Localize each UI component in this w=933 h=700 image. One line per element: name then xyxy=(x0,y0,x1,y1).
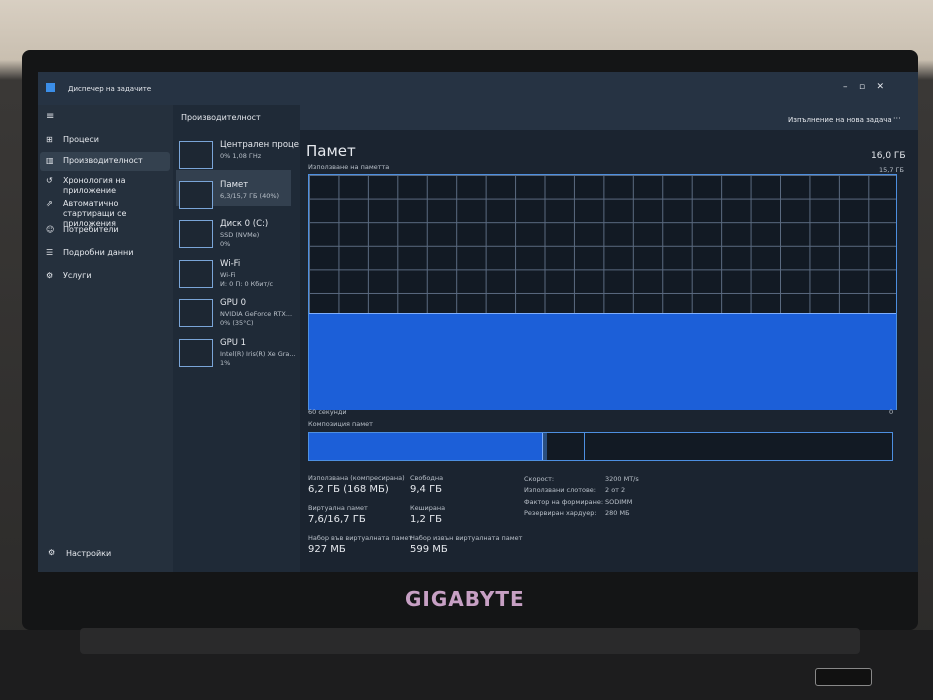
spec-label: Използвани слотове: xyxy=(524,486,596,495)
stat-value: 599 МБ xyxy=(410,544,448,555)
stat-label: Набор във виртуалната памет xyxy=(308,534,413,542)
brand: GIGABYTE xyxy=(405,587,525,611)
device-thumbnail xyxy=(179,180,213,209)
nav-icon: ☺ xyxy=(46,225,55,234)
nav-icon: ☰ xyxy=(46,248,54,257)
nav-item[interactable]: Производителност xyxy=(63,156,143,165)
stat-label: Кеширана xyxy=(410,504,446,512)
stat-label: Свободна xyxy=(410,474,444,482)
device-detail: 0% 1,08 ГHz xyxy=(220,152,262,160)
window-title: Диспечер на задачите xyxy=(68,85,152,93)
stat-label: Използвана (компресирана) xyxy=(308,474,405,482)
composition-standby xyxy=(546,433,585,460)
device-thumbnail xyxy=(179,141,213,169)
device-thumbnail xyxy=(179,220,213,248)
device-detail: 0% (35°C) xyxy=(220,319,254,327)
stat-value: 6,2 ГБ (168 МБ) xyxy=(308,484,389,495)
sidebar xyxy=(38,105,173,572)
device-detail: 1% xyxy=(220,358,231,367)
device-detail: SSD (NVMe) xyxy=(220,231,260,239)
stat-value: 7,6/16,7 ГБ xyxy=(308,514,366,525)
device-name[interactable]: Централен проце xyxy=(220,140,300,150)
stat-value: 1,2 ГБ xyxy=(410,514,443,525)
window-controls[interactable]: – ▫ ✕ xyxy=(843,82,885,92)
hinge xyxy=(80,628,860,654)
nav-item[interactable]: Хронология на приложение xyxy=(63,176,126,195)
nav-item[interactable]: Услуги xyxy=(63,271,92,280)
stat-label: Виртуална памет xyxy=(308,504,368,512)
composition-bar xyxy=(308,432,893,461)
spec-value: SODIMM xyxy=(605,497,633,506)
spec-label: Фактор на формиране: xyxy=(524,497,604,506)
nav-icon: ⊞ xyxy=(46,135,53,144)
device-detail: NVIDIA GeForce RTX... xyxy=(220,310,293,318)
settings[interactable]: Настройки xyxy=(66,549,112,558)
device-name[interactable]: Wi-Fi xyxy=(220,258,241,269)
app-icon xyxy=(46,83,55,92)
composition-modified xyxy=(542,433,547,460)
device-thumbnail xyxy=(179,259,213,288)
device-name[interactable]: GPU 1 xyxy=(220,337,247,348)
device-thumbnail xyxy=(179,299,213,327)
stat-value: 927 МБ xyxy=(308,544,346,555)
more-button[interactable]: ··· xyxy=(893,114,901,123)
nav-item[interactable]: Подробни данни xyxy=(63,248,134,257)
menu-button[interactable]: ≡ xyxy=(46,111,55,122)
panel-total: 16,0 ГБ xyxy=(871,151,906,161)
header-title: Производителност xyxy=(181,113,261,122)
device-detail: И: 0 П: 0 Кбит/с xyxy=(220,279,274,288)
time-left: 60 секунди xyxy=(308,408,347,416)
device-detail: Intel(R) Iris(R) Xe Gra... xyxy=(220,349,296,358)
device-name[interactable]: GPU 0 xyxy=(220,298,247,308)
run-task-button[interactable]: Изпълнение на нова задача xyxy=(788,116,892,124)
spec-label: Скорост: xyxy=(524,475,555,483)
device-thumbnail xyxy=(179,338,213,367)
nav-item[interactable]: Процеси xyxy=(63,135,99,144)
power-button xyxy=(815,668,872,686)
nav-icon: ⇗ xyxy=(46,199,53,208)
composition-label: Композиция памет xyxy=(308,420,373,428)
device-detail: 0% xyxy=(220,240,231,248)
device-name[interactable]: Памет xyxy=(220,179,249,190)
device-name[interactable]: Диск 0 (C:) xyxy=(220,219,269,229)
spec-label: Резервиран хардуер: xyxy=(524,508,597,517)
graph-max: 15,7 ГБ xyxy=(879,166,904,174)
time-right: 0 xyxy=(889,408,894,416)
spec-value: 3200 MT/s xyxy=(605,475,639,483)
stat-label: Набор извън виртуалната памет xyxy=(410,534,523,542)
graph-label: Използване на паметта xyxy=(308,163,390,171)
device-detail: Wi-Fi xyxy=(220,270,236,279)
nav-item[interactable]: Автоматично стартиращи се приложения xyxy=(63,199,127,228)
nav-icon: ↺ xyxy=(46,176,53,185)
settings-icon: ⚙ xyxy=(48,548,56,557)
nav-item[interactable]: Потребители xyxy=(63,225,119,234)
panel-title: Памет xyxy=(306,142,356,160)
usage-fill xyxy=(309,313,896,410)
stat-value: 9,4 ГБ xyxy=(410,484,443,495)
device-detail: 6,3/15,7 ГБ (40%) xyxy=(220,191,280,200)
nav-highlight xyxy=(40,152,170,171)
nav-icon: ⚙ xyxy=(46,271,54,280)
nav-icon: ▥ xyxy=(46,156,54,165)
spec-value: 2 от 2 xyxy=(605,486,626,495)
composition-used xyxy=(309,433,542,460)
spec-value: 280 МБ xyxy=(605,508,630,517)
